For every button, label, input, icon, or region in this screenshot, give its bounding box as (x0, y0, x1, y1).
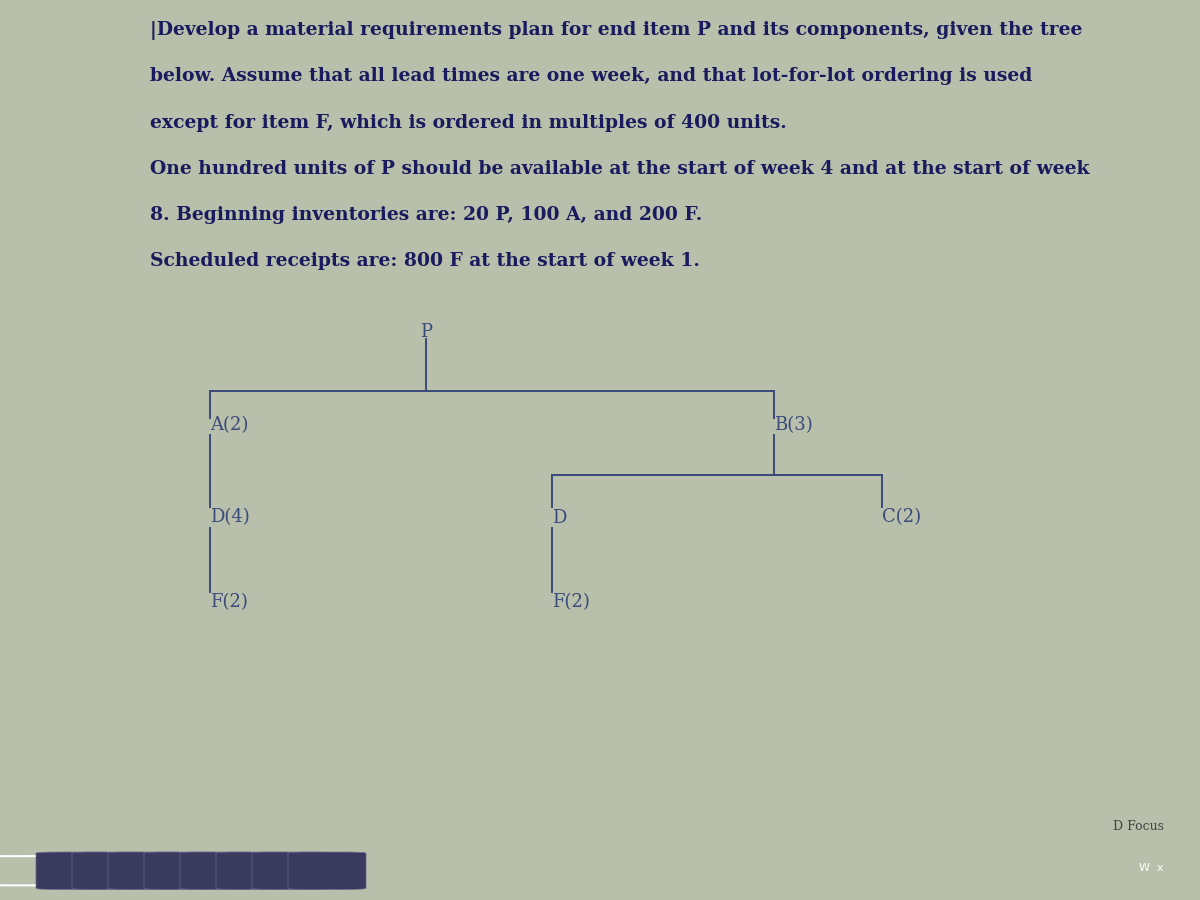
Text: P: P (420, 323, 432, 341)
FancyBboxPatch shape (252, 852, 330, 889)
Text: F(2): F(2) (552, 593, 590, 611)
Text: F(2): F(2) (210, 593, 248, 611)
FancyBboxPatch shape (180, 852, 258, 889)
Text: B(3): B(3) (774, 416, 812, 434)
Text: |Develop a material requirements plan for end item P and its components, given t: |Develop a material requirements plan fo… (150, 21, 1082, 40)
FancyBboxPatch shape (36, 852, 114, 889)
Text: D Focus: D Focus (1114, 820, 1164, 833)
FancyBboxPatch shape (72, 852, 150, 889)
Text: below. Assume that all lead times are one week, and that lot-for-lot ordering is: below. Assume that all lead times are on… (150, 68, 1032, 86)
Text: D: D (552, 508, 566, 526)
Text: W  x: W x (1139, 863, 1164, 873)
Text: except for item F, which is ordered in multiples of 400 units.: except for item F, which is ordered in m… (150, 113, 787, 131)
Text: Scheduled receipts are: 800 F at the start of week 1.: Scheduled receipts are: 800 F at the sta… (150, 253, 700, 271)
Text: 8. Beginning inventories are: 20 P, 100 A, and 200 F.: 8. Beginning inventories are: 20 P, 100 … (150, 206, 702, 224)
FancyBboxPatch shape (216, 852, 294, 889)
Text: One hundred units of P should be available at the start of week 4 and at the sta: One hundred units of P should be availab… (150, 160, 1090, 178)
FancyBboxPatch shape (288, 852, 366, 889)
FancyBboxPatch shape (144, 852, 222, 889)
Text: D(4): D(4) (210, 508, 250, 526)
Text: C(2): C(2) (882, 508, 922, 526)
FancyBboxPatch shape (108, 852, 186, 889)
Text: A(2): A(2) (210, 416, 248, 434)
